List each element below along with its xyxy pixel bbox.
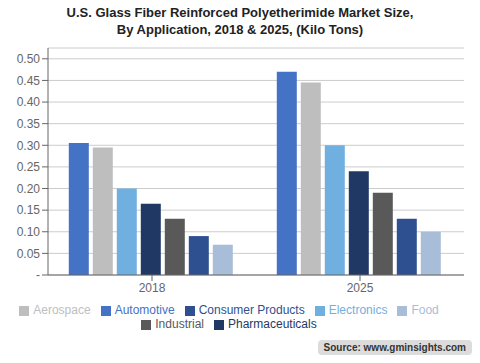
svg-text:0.05: 0.05 [17,247,41,261]
html-text:Aerospace: Aerospace [33,303,91,317]
svg-text:-: - [36,268,40,282]
html-text:Electronics: Electronics [328,303,388,317]
html-text:Automotive: Automotive [114,303,175,317]
html-text:Food: Food [411,303,439,317]
html-text:Pharmaceuticals: Pharmaceuticals [228,317,317,331]
html-text:Source: www.gminsights.com: Source: www.gminsights.com [323,342,466,353]
svg-text:0.25: 0.25 [17,160,41,174]
svg-text:0.40: 0.40 [17,95,41,109]
svg-text:0.10: 0.10 [17,225,41,239]
svg-text:0.30: 0.30 [17,139,41,153]
svg-text:0.50: 0.50 [17,52,41,66]
svg-text:0.20: 0.20 [17,182,41,196]
html-text:Industrial: Industrial [155,317,204,331]
svg-text:2018: 2018 [139,281,166,295]
html-text:Consumer Products: Consumer Products [198,303,305,317]
svg-text:0.45: 0.45 [17,74,41,88]
html-text:U.S. Glass Fiber Reinforced Po: U.S. Glass Fiber Reinforced Polyetherimi… [66,5,414,20]
svg-text:0.15: 0.15 [17,203,41,217]
html-text:By Application, 2018 & 2025, (: By Application, 2018 & 2025, (Kilo Tons) [116,22,364,37]
svg-text:2025: 2025 [347,281,374,295]
svg-text:0.35: 0.35 [17,117,41,131]
